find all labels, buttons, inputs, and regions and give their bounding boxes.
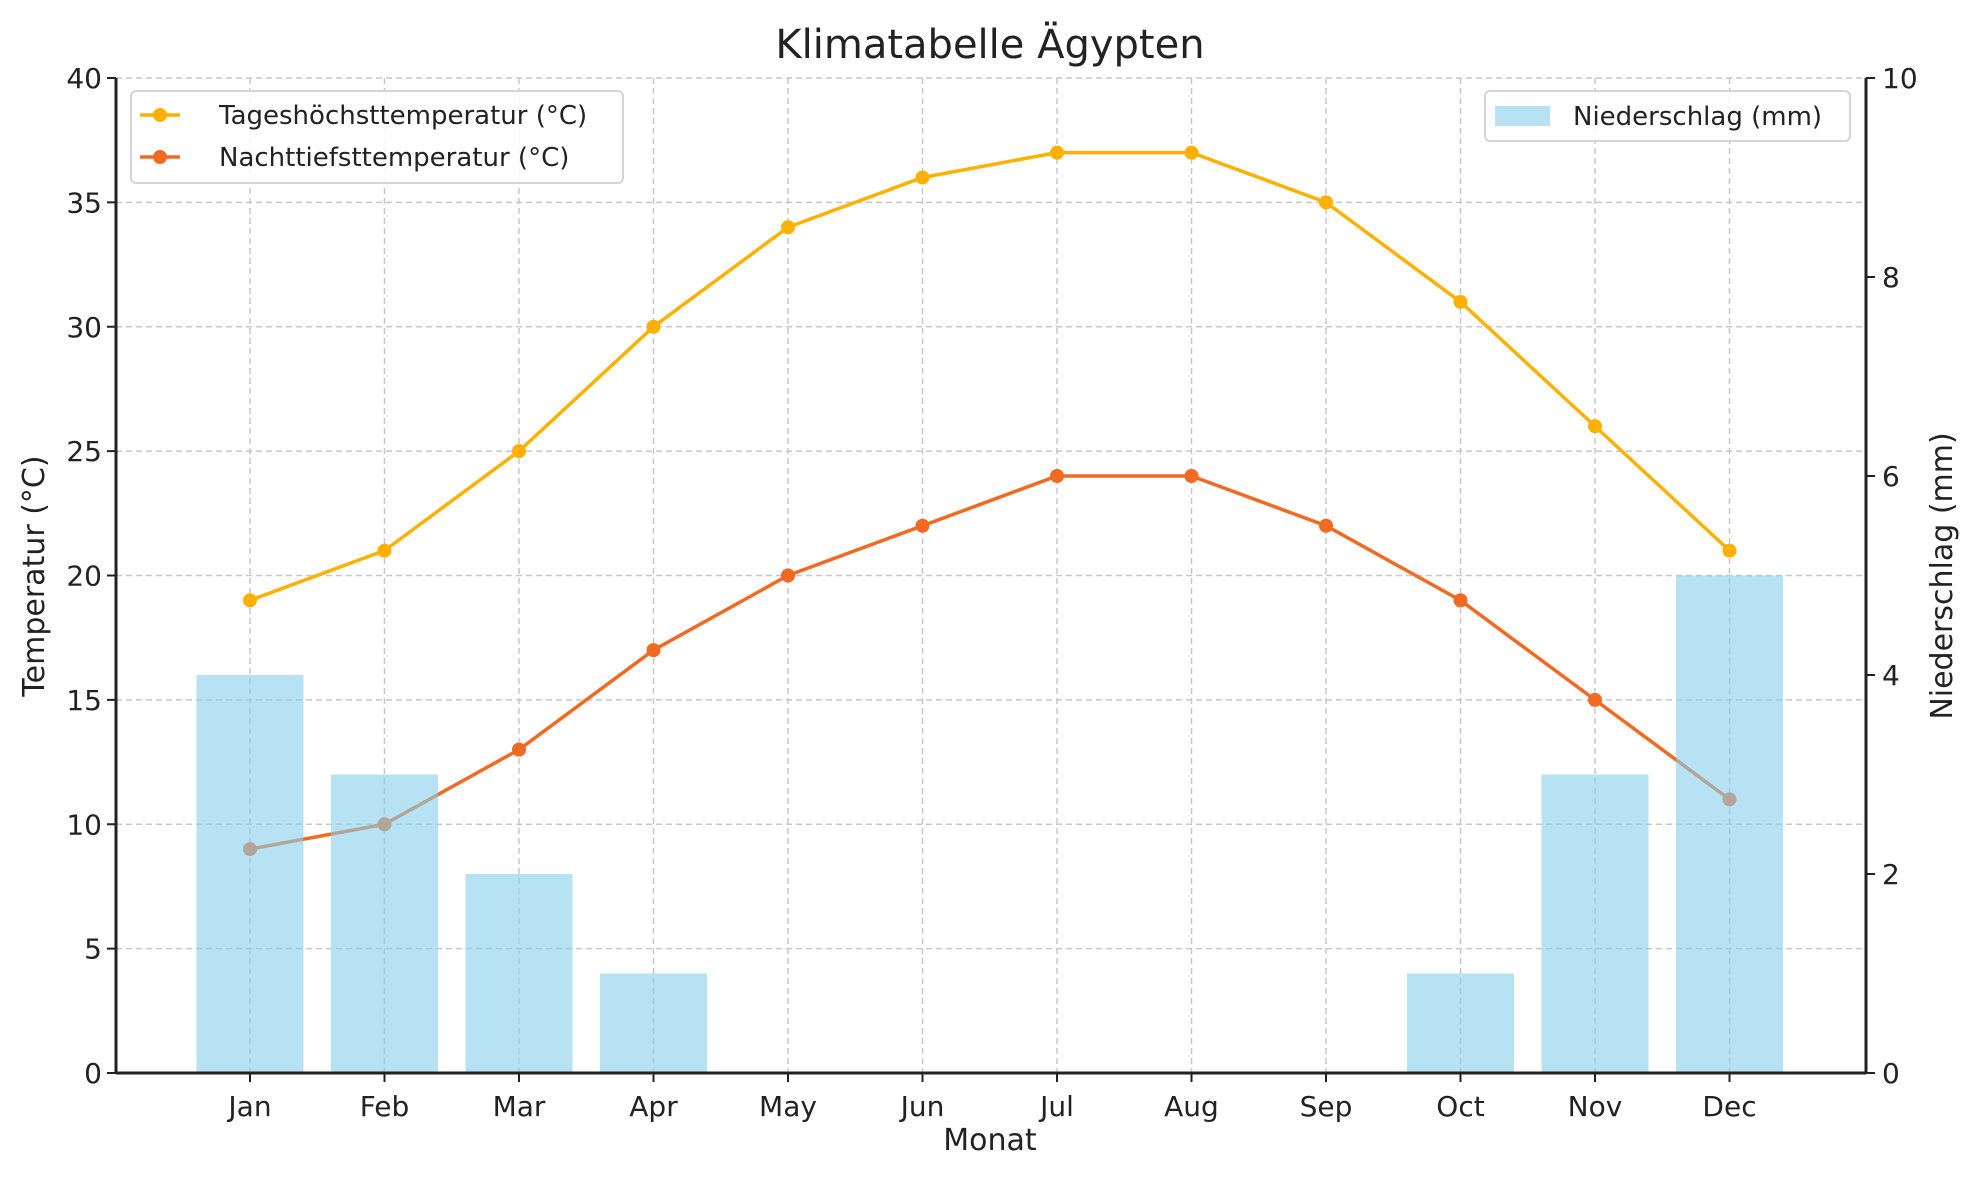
legend-label-high: Tageshöchsttemperatur (°C) bbox=[218, 101, 587, 131]
data-point bbox=[646, 319, 661, 334]
x-axis-label: Monat bbox=[943, 1123, 1037, 1158]
data-point bbox=[1453, 593, 1468, 608]
legend-marker-high bbox=[153, 108, 167, 122]
data-point bbox=[1184, 469, 1199, 483]
x-tick-label: Mar bbox=[493, 1090, 546, 1123]
data-point bbox=[646, 643, 661, 658]
x-tick-label: Dec bbox=[1702, 1090, 1756, 1123]
precip-bar-Dec bbox=[1676, 575, 1783, 1073]
chart-title: Klimatabelle Ägypten bbox=[775, 20, 1204, 68]
x-tick-label: May bbox=[759, 1090, 817, 1123]
data-point bbox=[1319, 518, 1333, 533]
data-point bbox=[915, 518, 930, 533]
y-tick-label: 0 bbox=[84, 1057, 102, 1090]
data-point bbox=[1588, 419, 1602, 434]
y-axis-label-right: Niederschlag (mm) bbox=[1925, 432, 1960, 719]
data-point bbox=[243, 593, 257, 608]
x-tick-label: Jul bbox=[1038, 1090, 1074, 1123]
data-point bbox=[1588, 692, 1602, 707]
precip-bar-Apr bbox=[600, 973, 707, 1073]
y-tick-label-right: 4 bbox=[1882, 659, 1900, 692]
x-tick-label: Apr bbox=[629, 1090, 678, 1123]
x-tick-label: Aug bbox=[1164, 1090, 1219, 1123]
y-tick-label: 35 bbox=[66, 186, 102, 219]
y-tick-label: 20 bbox=[66, 560, 102, 593]
x-tick-label: Jun bbox=[899, 1090, 945, 1123]
data-point bbox=[1050, 469, 1064, 483]
data-point bbox=[915, 170, 930, 185]
y-tick-label: 30 bbox=[66, 311, 102, 344]
precip-bar-Feb bbox=[331, 774, 438, 1073]
y-tick-label-right: 2 bbox=[1882, 858, 1900, 891]
y-tick-label-right: 8 bbox=[1882, 261, 1900, 294]
legend-label-low: Nachttiefsttemperatur (°C) bbox=[219, 143, 569, 173]
y-tick-label: 40 bbox=[66, 62, 102, 95]
legend-marker-low bbox=[153, 150, 167, 164]
x-tick-label: Jan bbox=[226, 1090, 271, 1123]
legend-swatch-precip bbox=[1495, 106, 1550, 126]
y-tick-label-right: 6 bbox=[1882, 460, 1900, 493]
y-tick-label: 10 bbox=[66, 808, 102, 841]
y-tick-label-right: 10 bbox=[1882, 62, 1918, 95]
data-point bbox=[1050, 145, 1064, 160]
x-tick-label: Feb bbox=[360, 1090, 410, 1123]
legend-label-precip: Niederschlag (mm) bbox=[1573, 102, 1822, 132]
data-point bbox=[1453, 294, 1468, 309]
data-point bbox=[1184, 145, 1199, 160]
series-line-1 bbox=[249, 474, 1731, 851]
y-axis-label-left: Temperatur (°C) bbox=[17, 455, 52, 697]
data-point bbox=[1319, 195, 1333, 210]
precip-bar-Nov bbox=[1541, 774, 1649, 1073]
precip-bar-Jan bbox=[196, 675, 304, 1073]
data-point bbox=[512, 444, 526, 459]
data-point bbox=[512, 742, 526, 757]
x-tick-label: Oct bbox=[1436, 1090, 1484, 1123]
x-tick-label: Sep bbox=[1300, 1090, 1353, 1123]
y-tick-label: 25 bbox=[66, 435, 102, 468]
legend-precipitation: Niederschlag (mm) bbox=[1484, 90, 1851, 142]
x-tick-label: Nov bbox=[1568, 1090, 1623, 1123]
y-tick-label-right: 0 bbox=[1882, 1057, 1900, 1090]
data-point bbox=[1722, 543, 1737, 558]
legend-temperature: Tageshöchsttemperatur (°C) Nachttiefstte… bbox=[130, 90, 624, 184]
precip-bar-Mar bbox=[465, 874, 573, 1073]
y-tick-label: 5 bbox=[84, 933, 102, 966]
y-tick-label: 15 bbox=[66, 684, 102, 717]
data-point bbox=[377, 543, 392, 558]
precip-bar-Oct bbox=[1407, 973, 1514, 1073]
series-line-0 bbox=[249, 150, 1731, 603]
data-point bbox=[781, 220, 795, 235]
data-point bbox=[781, 568, 795, 583]
